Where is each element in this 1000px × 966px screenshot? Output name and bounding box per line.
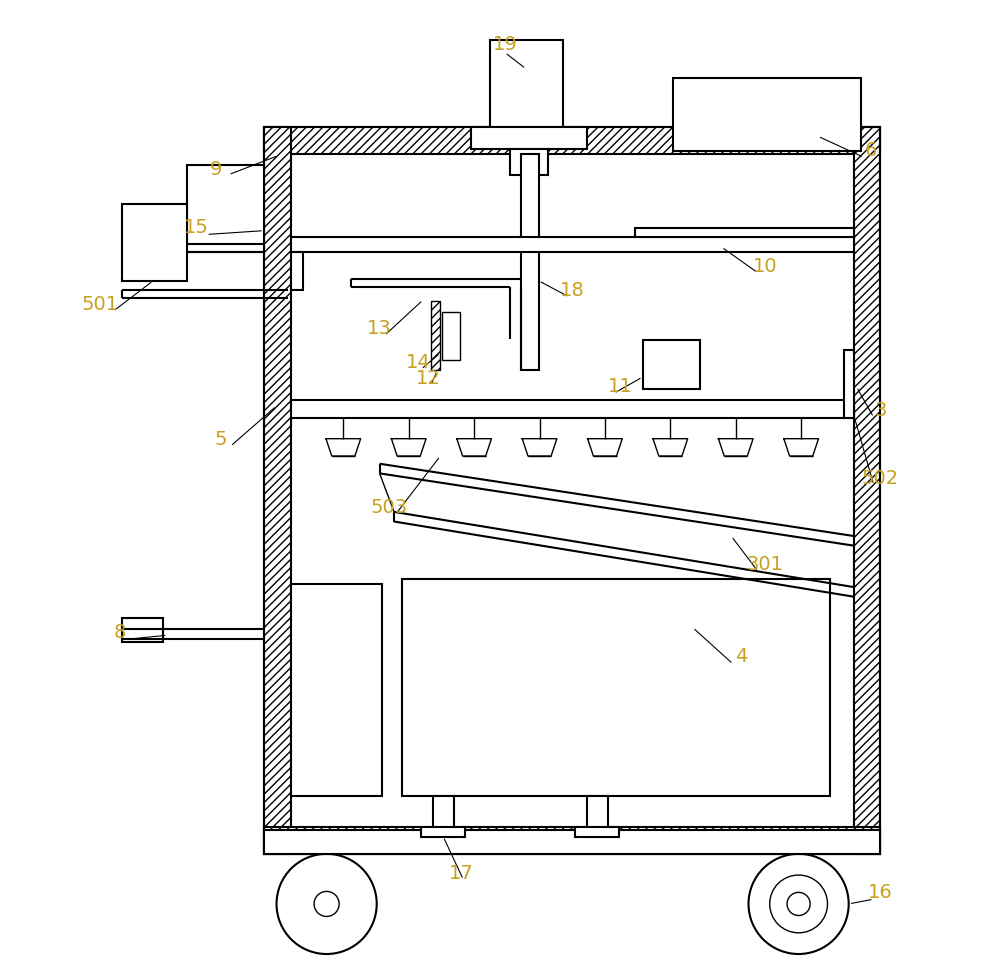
Text: 501: 501 [82,296,119,314]
Circle shape [787,893,810,916]
Text: 17: 17 [449,864,474,883]
Bar [122,204,187,281]
Bar [291,584,382,796]
Text: 5: 5 [214,430,227,449]
Bar [471,127,587,149]
Bar [490,40,563,127]
Text: 13: 13 [367,320,392,338]
Text: 11: 11 [608,377,633,396]
Text: 9: 9 [210,160,222,180]
Bar [291,238,854,252]
Bar [575,827,619,837]
Bar [264,830,880,854]
Text: 4: 4 [735,647,747,666]
Text: 12: 12 [415,369,440,388]
Bar [643,340,700,388]
Bar [264,127,880,154]
Bar [510,149,548,175]
Text: 502: 502 [862,469,899,488]
Text: 16: 16 [868,883,893,902]
Bar [122,618,163,642]
Circle shape [749,854,849,954]
Text: 6: 6 [865,141,877,160]
Circle shape [314,892,339,917]
Bar [421,827,465,837]
Text: 15: 15 [184,218,209,238]
Bar [673,78,861,151]
Bar [291,252,303,291]
Text: 19: 19 [492,35,517,54]
Bar [291,400,854,417]
Bar [587,796,608,830]
Bar [521,154,539,370]
Bar [187,165,264,252]
Bar [264,127,880,854]
Text: 301: 301 [746,555,783,575]
Bar [264,827,880,854]
Text: 503: 503 [371,497,408,517]
Bar [635,228,854,238]
Circle shape [277,854,377,954]
Text: 8: 8 [113,623,126,641]
Bar [854,127,880,854]
Bar [844,350,854,417]
Bar [264,127,291,854]
Text: 14: 14 [406,354,431,372]
Bar [431,301,440,370]
Bar [442,312,460,359]
Text: 18: 18 [560,281,585,299]
Bar [433,796,454,830]
Text: 3: 3 [874,401,887,420]
Bar [402,580,830,796]
Text: 10: 10 [753,257,777,275]
